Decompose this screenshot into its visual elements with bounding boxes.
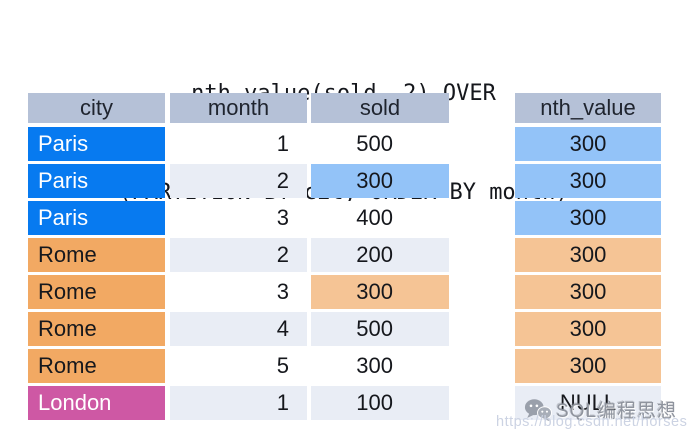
sold-cell: 300 bbox=[311, 275, 449, 309]
nth-value-cell: 300 bbox=[515, 238, 661, 272]
nth-value-cell: NULL bbox=[515, 386, 661, 420]
table-row: Rome 5 300 300 bbox=[0, 349, 687, 383]
city-cell: Rome bbox=[28, 349, 165, 383]
month-cell: 5 bbox=[170, 349, 307, 383]
table-row: London 1 100 NULL bbox=[0, 386, 687, 420]
table-row: Paris 1 500 300 bbox=[0, 127, 687, 161]
sold-cell: 200 bbox=[311, 238, 449, 272]
sold-cell: 300 bbox=[311, 164, 449, 198]
city-cell: Rome bbox=[28, 275, 165, 309]
table-row: Rome 2 200 300 bbox=[0, 238, 687, 272]
month-cell: 2 bbox=[170, 238, 307, 272]
month-column-header: month bbox=[170, 93, 307, 123]
sold-cell: 100 bbox=[311, 386, 449, 420]
city-column-header: city bbox=[28, 93, 165, 123]
sold-cell: 400 bbox=[311, 201, 449, 235]
table-row: Rome 3 300 300 bbox=[0, 275, 687, 309]
nth-value-cell: 300 bbox=[515, 127, 661, 161]
nth-value-cell: 300 bbox=[515, 275, 661, 309]
table-row: Paris 2 300 300 bbox=[0, 164, 687, 198]
sold-cell: 300 bbox=[311, 349, 449, 383]
nth-value-cell: 300 bbox=[515, 164, 661, 198]
nth-value-cell: 300 bbox=[515, 312, 661, 346]
month-cell: 1 bbox=[170, 386, 307, 420]
city-cell: Paris bbox=[28, 127, 165, 161]
city-cell: Rome bbox=[28, 312, 165, 346]
month-cell: 2 bbox=[170, 164, 307, 198]
nth-value-cell: 300 bbox=[515, 201, 661, 235]
city-cell: Rome bbox=[28, 238, 165, 272]
month-cell: 3 bbox=[170, 275, 307, 309]
nth-value-column-header: nth_value bbox=[515, 93, 661, 123]
nth-value-cell: 300 bbox=[515, 349, 661, 383]
city-cell: Paris bbox=[28, 164, 165, 198]
sold-cell: 500 bbox=[311, 127, 449, 161]
city-cell: London bbox=[28, 386, 165, 420]
city-cell: Paris bbox=[28, 201, 165, 235]
month-cell: 3 bbox=[170, 201, 307, 235]
month-cell: 1 bbox=[170, 127, 307, 161]
table-row: Rome 4 500 300 bbox=[0, 312, 687, 346]
month-cell: 4 bbox=[170, 312, 307, 346]
table-row: Paris 3 400 300 bbox=[0, 201, 687, 235]
sold-column-header: sold bbox=[311, 93, 449, 123]
sold-cell: 500 bbox=[311, 312, 449, 346]
